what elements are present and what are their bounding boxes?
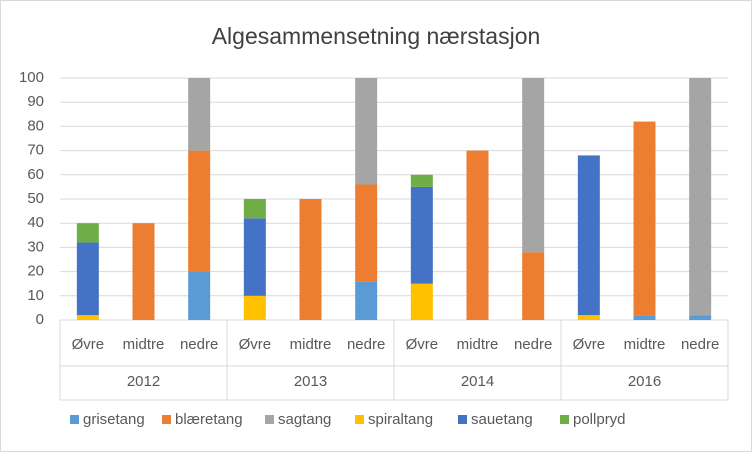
x-tick-label: nedre — [681, 336, 719, 353]
group-label: 2013 — [294, 373, 327, 390]
x-tick-label: Øvre — [239, 336, 272, 353]
chart-title: Algesammensetning nærstasjon — [212, 23, 541, 49]
group-label: 2014 — [461, 373, 494, 390]
bar-segment — [243, 295, 266, 320]
legend-label: spiraltang — [368, 411, 433, 428]
legend-swatch — [560, 415, 569, 424]
bar-segment — [689, 78, 712, 316]
x-tick-label: Øvre — [406, 336, 439, 353]
bar-segment — [522, 252, 545, 320]
legend-label: blæretang — [175, 411, 243, 428]
legend-swatch — [162, 415, 171, 424]
x-tick-label: midtre — [624, 336, 666, 353]
bar-segment — [188, 271, 211, 320]
bar-segment — [132, 223, 155, 320]
bar-segment — [355, 78, 378, 185]
y-tick-label: 50 — [27, 190, 44, 207]
y-tick-label: 20 — [27, 263, 44, 280]
x-tick-label: Øvre — [573, 336, 606, 353]
legend-label: grisetang — [83, 411, 145, 428]
bar-segment — [76, 242, 99, 316]
x-tick-label: midtre — [290, 336, 332, 353]
bar-segment — [76, 223, 99, 243]
bar-segment — [466, 150, 489, 320]
bar-segment — [410, 283, 433, 320]
legend-swatch — [458, 415, 467, 424]
y-tick-label: 40 — [27, 214, 44, 231]
bar-segment — [410, 174, 433, 187]
legend-swatch — [265, 415, 274, 424]
legend-label: pollpryd — [573, 411, 626, 428]
bar-segment — [410, 186, 433, 284]
group-label: 2016 — [628, 373, 661, 390]
bar-segment — [243, 199, 266, 219]
bar-segment — [188, 78, 211, 151]
y-tick-label: 100 — [19, 69, 44, 86]
x-tick-label: nedre — [514, 336, 552, 353]
bar-segment — [633, 121, 656, 316]
bar-segment — [577, 155, 600, 316]
bar-segment — [522, 78, 545, 253]
legend-label: sagtang — [278, 411, 331, 428]
x-tick-label: midtre — [457, 336, 499, 353]
bar-segment — [76, 315, 99, 320]
y-tick-label: 30 — [27, 238, 44, 255]
y-tick-label: 80 — [27, 117, 44, 134]
y-tick-label: 90 — [27, 93, 44, 110]
bar-segment — [633, 315, 656, 320]
y-tick-label: 10 — [27, 287, 44, 304]
bar-segment — [577, 315, 600, 320]
bar-segment — [243, 218, 266, 296]
bar-segment — [188, 150, 211, 272]
bar-segment — [299, 199, 322, 320]
y-tick-label: 70 — [27, 142, 44, 159]
legend-label: sauetang — [471, 411, 533, 428]
bar-segment — [355, 184, 378, 282]
x-tick-label: Øvre — [72, 336, 105, 353]
x-tick-label: midtre — [123, 336, 165, 353]
y-tick-label: 0 — [36, 311, 44, 328]
legend-swatch — [70, 415, 79, 424]
bar-segment — [355, 281, 378, 320]
x-tick-label: nedre — [347, 336, 385, 353]
x-tick-label: nedre — [180, 336, 218, 353]
bar-segment — [689, 315, 712, 320]
legend-swatch — [355, 415, 364, 424]
group-label: 2012 — [127, 373, 160, 390]
y-tick-label: 60 — [27, 166, 44, 183]
